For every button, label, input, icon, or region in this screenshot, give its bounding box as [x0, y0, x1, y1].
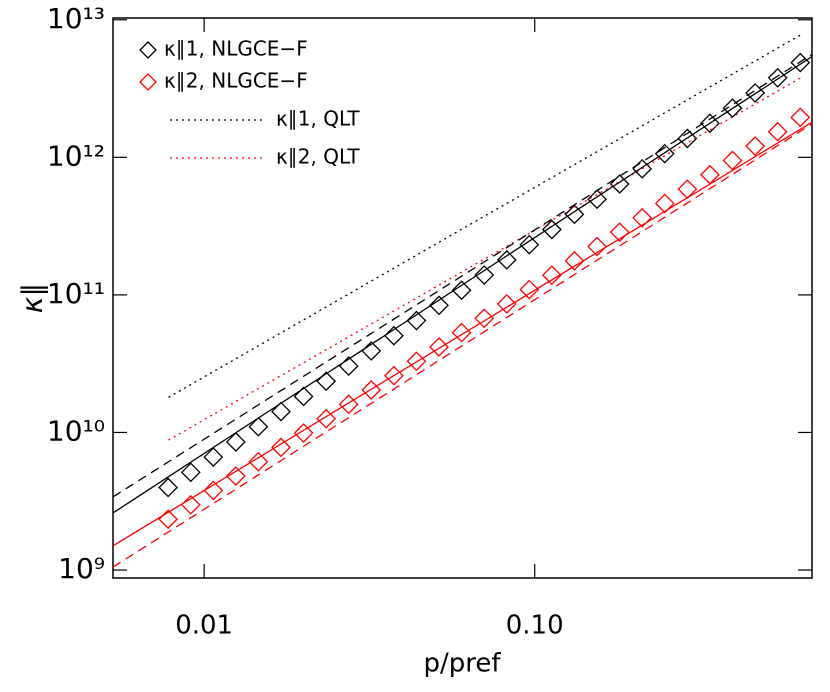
marker — [609, 222, 630, 243]
line — [168, 77, 802, 441]
marker — [519, 234, 540, 255]
marker — [338, 394, 359, 415]
line — [112, 123, 813, 568]
marker — [293, 386, 314, 407]
marker — [700, 164, 720, 185]
marker — [519, 279, 540, 300]
marker — [429, 295, 449, 316]
x-tick-label: 0.01 — [175, 611, 233, 641]
marker — [722, 150, 743, 171]
marker — [316, 408, 337, 429]
marker — [271, 401, 291, 422]
marker — [248, 416, 269, 437]
marker — [745, 136, 766, 157]
marker — [180, 462, 201, 483]
line — [112, 56, 813, 514]
y-tick-label: 10¹³ — [47, 2, 105, 35]
marker — [587, 236, 607, 257]
marker — [700, 113, 720, 134]
marker — [474, 265, 495, 285]
marker — [474, 308, 495, 329]
legend-marker — [139, 73, 157, 91]
marker — [451, 322, 472, 343]
marker — [225, 466, 246, 486]
legend-marker — [139, 41, 157, 59]
marker — [451, 280, 472, 301]
marker — [677, 179, 698, 200]
y-tick-label: 10¹¹ — [47, 277, 105, 310]
marker — [790, 107, 811, 128]
marker — [767, 121, 788, 142]
y-tick-label: 10¹⁰ — [47, 414, 105, 447]
legend-label: κ∥1, QLT — [276, 107, 360, 131]
marker — [271, 437, 291, 458]
marker — [496, 293, 517, 314]
marker — [587, 189, 607, 210]
marker — [541, 265, 562, 286]
marker — [496, 249, 517, 270]
marker — [654, 193, 675, 214]
marker — [406, 310, 427, 331]
marker — [429, 337, 449, 357]
y-axis-label: κ∥ — [16, 283, 49, 314]
marker — [632, 207, 653, 228]
marker — [632, 158, 653, 179]
x-axis-label: p/pref — [423, 649, 501, 679]
marker — [203, 447, 224, 468]
marker — [158, 477, 179, 498]
marker — [564, 250, 585, 271]
plot-frame — [112, 17, 813, 579]
marker — [361, 380, 382, 400]
marker — [677, 128, 698, 149]
legend-label: κ∥2, QLT — [276, 145, 360, 169]
line — [112, 53, 813, 498]
marker — [293, 423, 314, 443]
marker — [767, 67, 788, 88]
marker — [541, 219, 562, 240]
marker — [564, 204, 585, 225]
y-tick-label: 10¹² — [47, 139, 105, 172]
line — [168, 34, 802, 398]
marker — [203, 480, 224, 501]
marker — [609, 174, 630, 194]
marker — [248, 451, 269, 472]
marker — [225, 432, 246, 452]
y-tick-label: 10⁹ — [58, 552, 105, 585]
line — [112, 121, 813, 547]
x-tick-label: 0.10 — [506, 611, 564, 641]
legend-label: κ∥1, NLGCE−F — [164, 37, 308, 61]
legend-label: κ∥2, NLGCE−F — [164, 69, 308, 93]
marker — [316, 371, 337, 392]
